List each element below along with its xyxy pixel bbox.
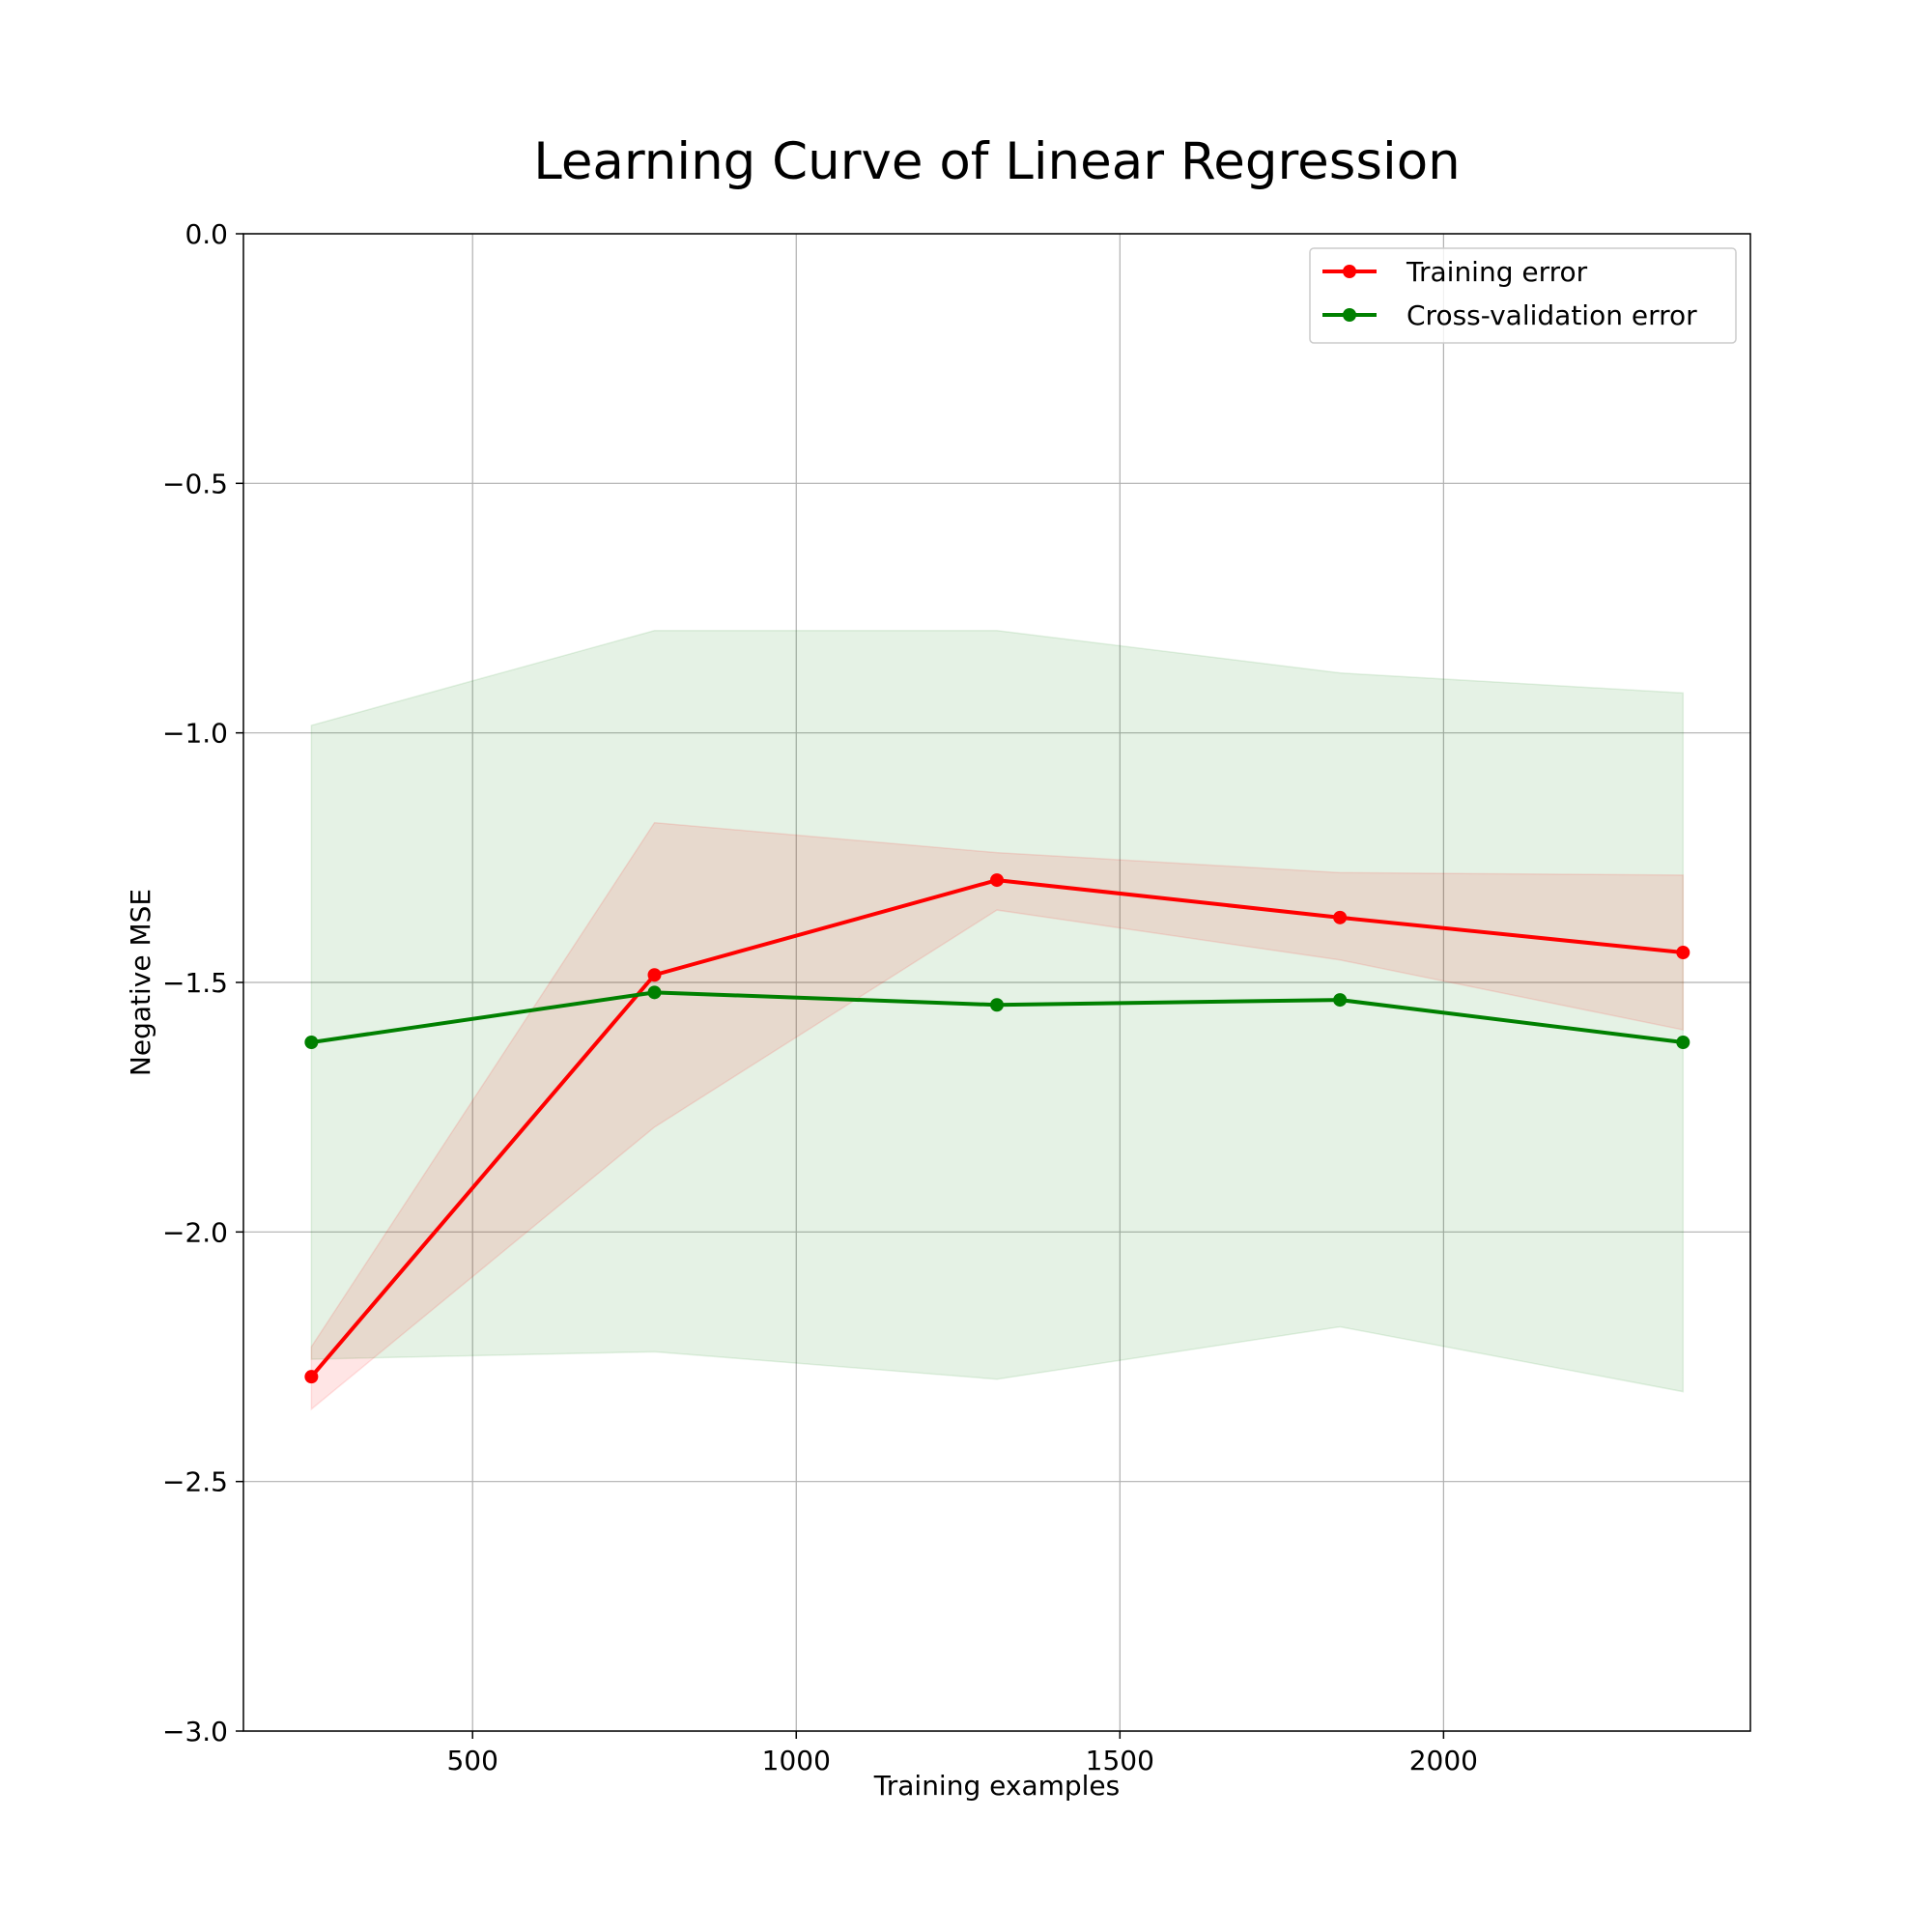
point-cross-validation-error — [990, 998, 1004, 1012]
x-tick-label: 500 — [446, 1745, 497, 1776]
y-tick-label: −2.0 — [162, 1216, 228, 1248]
point-training-error — [304, 1370, 319, 1384]
y-tick-label: −2.5 — [162, 1466, 228, 1498]
axis-ticks: 500 1000 1500 2000 0.0 −0.5 −1.0 −1.5 −2.0 −2.5 −3… — [162, 218, 1478, 1776]
y-axis-label: Negative MSE — [125, 889, 156, 1076]
point-cross-validation-error — [304, 1036, 319, 1049]
legend-box — [1309, 247, 1737, 344]
point-cross-validation-error — [647, 985, 662, 1000]
point-training-error — [1676, 946, 1690, 959]
legend-label-cross-validation-error: Cross-validation error — [1406, 299, 1697, 331]
point-cross-validation-error — [1333, 993, 1348, 1008]
point-training-error — [990, 873, 1004, 888]
legend-marker-training-error — [1343, 265, 1356, 278]
y-tick-label: 0.0 — [185, 218, 228, 250]
legend-label-training-error: Training error — [1406, 256, 1588, 288]
x-tick-label: 1000 — [762, 1745, 831, 1776]
x-tick-label: 2000 — [1409, 1745, 1478, 1776]
point-cross-validation-error — [1676, 1036, 1690, 1049]
point-training-error — [1333, 910, 1348, 924]
x-axis-label: Training examples — [873, 1770, 1121, 1802]
y-tick-label: −0.5 — [162, 468, 228, 499]
y-tick-label: −3.0 — [162, 1716, 228, 1747]
y-tick-label: −1.0 — [162, 718, 228, 750]
chart-title: Learning Curve of Linear Regression — [533, 132, 1461, 191]
y-tick-label: −1.5 — [162, 967, 228, 999]
series-markers — [304, 873, 1690, 1384]
point-training-error — [647, 968, 662, 982]
x-tick-label: 1500 — [1086, 1745, 1154, 1776]
legend: Training error Cross-validation error — [1309, 247, 1737, 344]
confidence-bands — [310, 630, 1685, 1411]
legend-marker-cross-validation-error — [1343, 308, 1356, 322]
